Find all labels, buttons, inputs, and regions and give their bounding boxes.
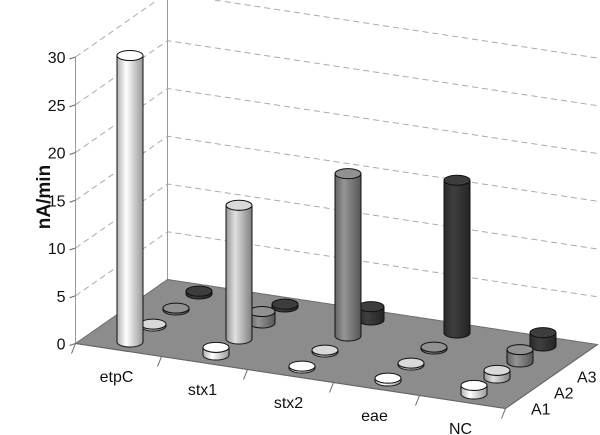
bar-top bbox=[202, 341, 230, 353]
y-tick-mark bbox=[69, 199, 76, 203]
bar-top bbox=[334, 168, 362, 180]
bar-NC-A3 bbox=[506, 344, 534, 368]
bar-top bbox=[225, 199, 253, 211]
bar-top bbox=[460, 379, 488, 391]
y-tick-mark bbox=[69, 247, 76, 251]
bar-top bbox=[483, 364, 511, 376]
category-tick bbox=[71, 343, 76, 354]
bar-top bbox=[420, 341, 448, 353]
y-tick-label: 0 bbox=[57, 337, 66, 354]
bar-eae-A4 bbox=[443, 174, 471, 339]
bar-top bbox=[162, 302, 190, 314]
bar-top bbox=[271, 298, 299, 310]
category-label: eae bbox=[361, 408, 388, 425]
y-tick-labels: 0 5 10 15 20 25 30 bbox=[48, 50, 66, 354]
gridline bbox=[75, 0, 598, 59]
bar-stx2-A1 bbox=[288, 360, 316, 374]
bar-eae-A2 bbox=[397, 357, 425, 371]
y-tick-label: 30 bbox=[48, 50, 66, 67]
category-tick bbox=[157, 356, 162, 367]
bar-top bbox=[374, 372, 402, 384]
bar-stx1-A3 bbox=[248, 306, 276, 329]
y-tick-label: 20 bbox=[48, 146, 66, 163]
y-tick-label: 10 bbox=[48, 241, 66, 258]
y-tick-label: 15 bbox=[48, 193, 66, 210]
bar-etpC-A2 bbox=[139, 318, 167, 332]
bar-body bbox=[116, 55, 144, 348]
bar-stx2-A4 bbox=[357, 301, 385, 326]
bar-body bbox=[334, 173, 362, 342]
gridline bbox=[75, 40, 598, 107]
bar-body bbox=[443, 180, 471, 339]
bar-NC-A4 bbox=[529, 327, 557, 352]
bar-stx2-A3 bbox=[334, 168, 362, 342]
bar-eae-A3 bbox=[420, 341, 448, 355]
bar-stx1-A1 bbox=[202, 341, 230, 361]
bar-top bbox=[397, 357, 425, 369]
y-tick-mark bbox=[69, 56, 76, 60]
y-tick-mark bbox=[69, 295, 76, 299]
category-tick bbox=[329, 382, 334, 393]
category-label: stx2 bbox=[274, 395, 303, 412]
bar-top bbox=[443, 174, 471, 186]
bar-top bbox=[139, 318, 167, 330]
bar-etpC-A3 bbox=[162, 302, 190, 316]
series-label: A2 bbox=[554, 386, 574, 403]
y-tick-mark bbox=[69, 104, 76, 108]
y-axis-label: nA/min bbox=[34, 165, 55, 229]
bar-top bbox=[116, 50, 144, 61]
series-label: A1 bbox=[531, 402, 551, 419]
category-label: etpC bbox=[100, 369, 134, 386]
category-tick bbox=[415, 395, 420, 406]
bar-NC-A1 bbox=[460, 379, 488, 400]
bar-top bbox=[529, 327, 557, 339]
bar-top bbox=[506, 344, 534, 356]
category-tick bbox=[243, 369, 248, 380]
bar-etpC-A4 bbox=[185, 285, 213, 300]
bar-top bbox=[288, 360, 316, 372]
bar-body bbox=[225, 205, 253, 345]
series-label: A3 bbox=[577, 370, 597, 387]
series-labels: A1A2A3A4 bbox=[505, 344, 598, 419]
category-label: NC bbox=[449, 421, 472, 435]
bar-top bbox=[185, 285, 213, 297]
bar-top bbox=[248, 306, 276, 318]
bar-eae-A1 bbox=[374, 372, 402, 387]
bar-stx1-A4 bbox=[271, 298, 299, 313]
y-tick-label: 25 bbox=[48, 98, 66, 115]
bar-stx2-A2 bbox=[311, 344, 339, 358]
depth-axis-line bbox=[505, 344, 598, 409]
y-tick-label: 5 bbox=[57, 289, 66, 306]
gridline bbox=[75, 87, 598, 154]
bar-NC-A2 bbox=[483, 364, 511, 384]
front-axis-line bbox=[75, 343, 506, 409]
bar-etpC-A1 bbox=[116, 50, 144, 348]
category-label: stx1 bbox=[188, 382, 217, 399]
bar-stx1-A2 bbox=[225, 199, 253, 345]
category-labels: etpC stx1 stx2 eae NC bbox=[71, 343, 506, 435]
y-tick-mark bbox=[69, 152, 76, 155]
bar-top bbox=[311, 344, 339, 356]
category-tick bbox=[501, 408, 506, 419]
bars bbox=[116, 50, 557, 400]
bar-top bbox=[357, 301, 385, 313]
